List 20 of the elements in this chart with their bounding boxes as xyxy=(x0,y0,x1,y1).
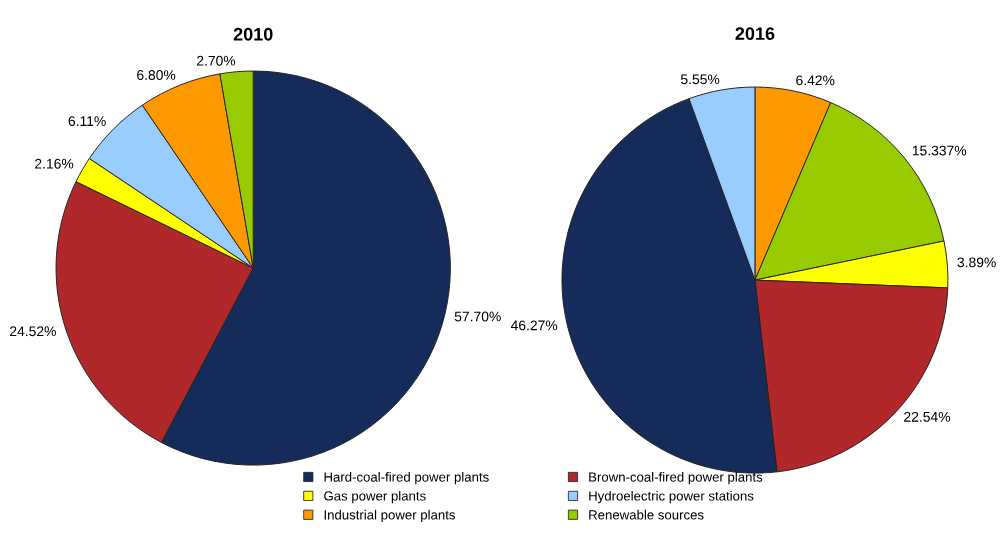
data-label: 57.70% xyxy=(454,311,501,322)
chart-title: 2016 xyxy=(735,27,775,40)
data-label: 22.54% xyxy=(904,411,951,422)
data-label: 2.70% xyxy=(196,55,236,66)
chart-title: 2010 xyxy=(233,27,273,41)
data-label: 5.55% xyxy=(680,74,720,85)
legend-label: Hydroelectric power stations xyxy=(589,490,754,504)
legend-label: Gas power plants xyxy=(324,490,426,504)
data-label: 15.337% xyxy=(912,145,967,156)
data-label: 3.89% xyxy=(957,257,996,268)
data-label: 6.11% xyxy=(68,116,106,127)
data-label: 46.27% xyxy=(510,320,558,331)
legend-label: Renewable sources xyxy=(589,509,704,520)
data-label: 2.16% xyxy=(35,158,74,169)
data-label: 6.80% xyxy=(137,70,176,80)
data-label: 24.52% xyxy=(10,326,56,337)
legend-label: Industrial power plants xyxy=(324,509,456,523)
legend-label: Hard-coal-fired power plants xyxy=(324,472,489,485)
legend-label: Brown-coal-fired power plants xyxy=(589,472,763,485)
data-label: 6.42% xyxy=(796,75,835,86)
